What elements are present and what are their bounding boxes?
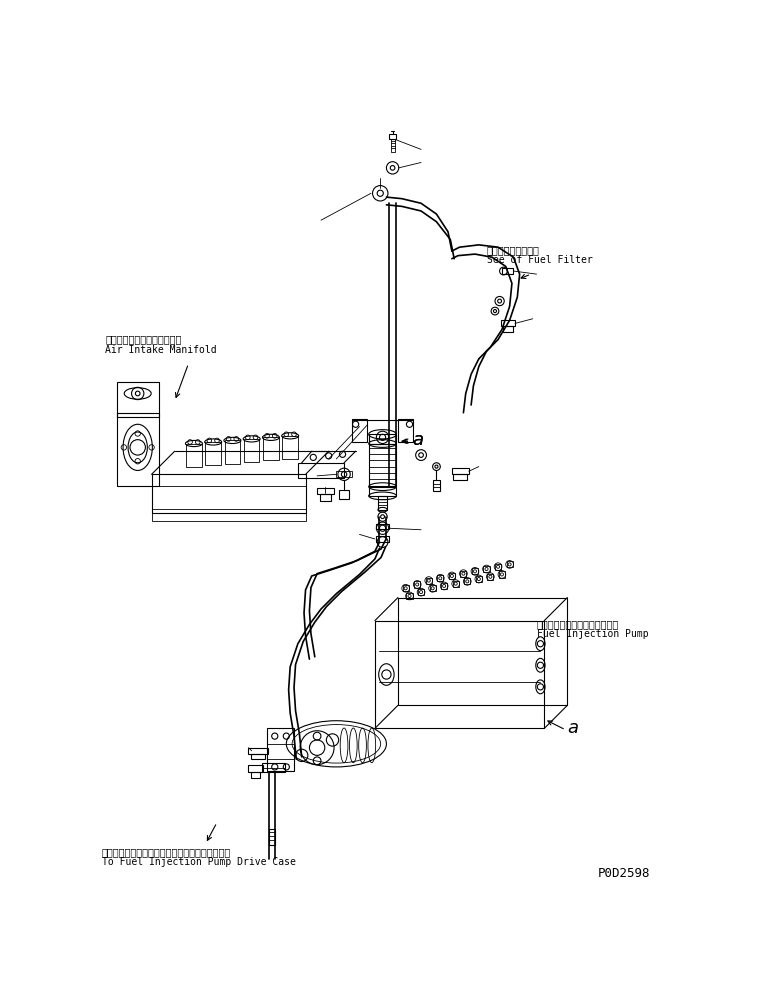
Bar [407,593,413,599]
Bar [244,438,260,462]
Bar [339,489,349,498]
Text: Fuel Injection Pump: Fuel Injection Pump [536,629,648,639]
Bar [298,462,344,478]
Bar [499,572,505,578]
Bar [205,442,221,465]
Bar [398,598,568,706]
Text: a: a [568,720,578,738]
Bar [472,569,478,575]
Text: フェルフィルタ参照: フェルフィルタ参照 [486,245,539,255]
Bar [248,748,268,754]
Text: エアーインテークマニホルド: エアーインテークマニホルド [106,334,182,344]
Bar [320,494,331,500]
Bar [224,440,240,463]
Bar [376,525,388,529]
Bar [152,474,306,513]
Bar [368,443,397,485]
Bar [476,576,482,583]
Bar [453,474,467,480]
Bar [269,829,275,846]
Text: a: a [412,430,423,448]
Bar [375,621,545,729]
Bar [453,581,459,587]
Bar [389,134,397,138]
Bar [368,434,397,443]
Bar [430,586,436,592]
Bar [414,582,421,588]
Bar [464,579,470,585]
Bar [426,578,432,584]
Bar [251,754,265,759]
Bar [437,576,444,582]
Bar [502,326,513,332]
Bar [378,495,387,510]
Bar [452,468,469,474]
Bar [248,766,264,772]
Bar [117,382,159,416]
Bar [186,443,201,466]
Text: To Fuel Injection Pump Drive Case: To Fuel Injection Pump Drive Case [102,857,296,867]
Bar [251,772,260,778]
Bar [483,566,489,573]
Bar [502,268,512,274]
Bar [317,488,334,494]
Bar [506,562,512,568]
Bar [264,437,279,460]
Text: P0D2598: P0D2598 [598,867,650,880]
Bar [262,763,285,773]
Bar [487,574,493,580]
Bar [368,486,397,495]
Bar [460,571,466,577]
Text: フェルインジェクションポンプドライブケースヘ: フェルインジェクションポンプドライブケースヘ [102,847,231,857]
Bar [117,412,159,485]
Text: See of Fuel Filter: See of Fuel Filter [486,255,592,265]
Bar [449,573,455,579]
Bar [283,435,298,458]
Bar [418,589,424,596]
Text: a: a [412,430,423,448]
Bar [495,564,501,570]
Text: フェルインジェクションポンプ: フェルインジェクションポンプ [536,619,619,629]
Bar [501,320,515,326]
Bar [398,418,414,442]
Bar [441,583,447,589]
Bar [433,480,440,491]
Bar [352,418,367,442]
Text: Air Intake Manifold: Air Intake Manifold [106,345,217,355]
Bar [376,536,388,543]
Bar [391,138,395,152]
Bar [403,586,409,592]
Bar [152,509,306,521]
Bar [336,471,352,477]
Bar [267,729,294,771]
